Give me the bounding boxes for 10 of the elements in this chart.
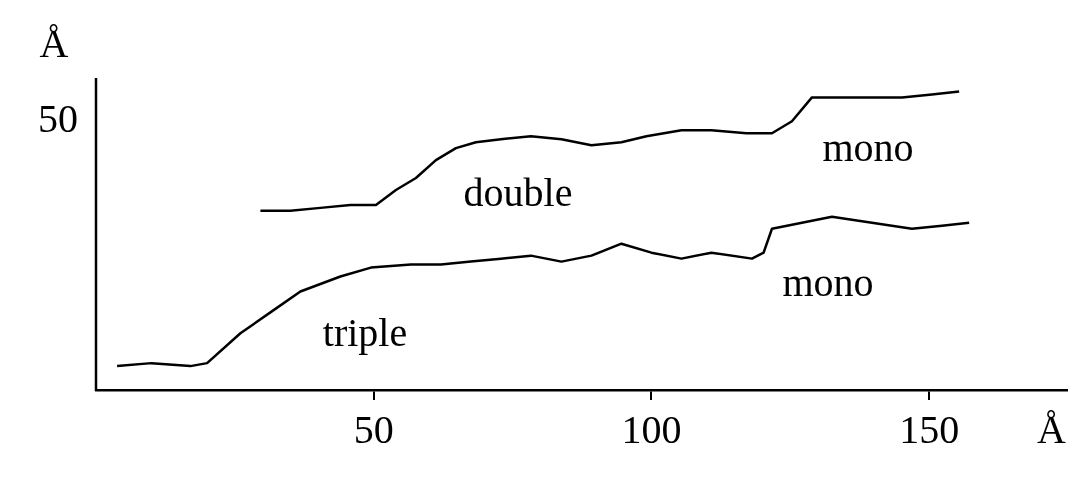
x-tick-label: 150 — [899, 406, 960, 452]
x-tick-label: 100 — [621, 406, 682, 452]
annotation: mono — [822, 124, 914, 170]
annotation: double — [463, 169, 573, 215]
y-axis-title: Å — [39, 20, 69, 66]
x-tick-label: 50 — [353, 406, 394, 452]
annotation: triple — [322, 309, 408, 355]
x-axis-title: Å — [1037, 406, 1067, 452]
annotation: mono — [782, 259, 874, 305]
text: 50 — [38, 95, 78, 141]
